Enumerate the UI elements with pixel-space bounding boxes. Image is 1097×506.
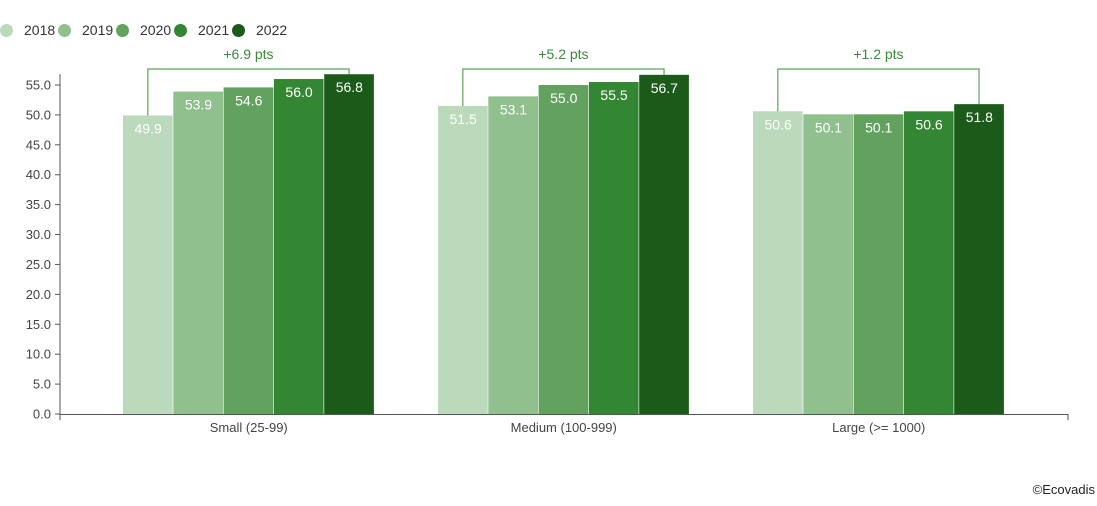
bar-2021 — [588, 82, 639, 414]
bar-data-label: 53.1 — [500, 101, 527, 117]
bar-2020 — [853, 114, 904, 414]
bar-data-label: 56.0 — [285, 84, 312, 100]
bar-2020 — [538, 85, 589, 414]
bar-data-label: 55.5 — [600, 87, 627, 103]
bar-data-label: 56.7 — [651, 80, 678, 96]
legend-item-2022: 2022 — [232, 22, 290, 38]
y-tick-label: 50.0 — [26, 107, 51, 122]
y-tick-label: 30.0 — [26, 227, 51, 242]
y-tick-label: 20.0 — [26, 287, 51, 302]
bar-data-label: 53.9 — [185, 97, 212, 113]
legend-label: 2019 — [82, 22, 114, 38]
copyright-credit: ©Ecovadis — [1032, 482, 1095, 497]
y-tick-label: 25.0 — [26, 257, 51, 272]
change-bracket — [147, 68, 350, 116]
bar-data-label: 56.8 — [336, 79, 363, 95]
legend-item-2020: 2020 — [116, 22, 174, 38]
legend-label: 2022 — [256, 22, 288, 38]
legend-swatch-icon — [58, 23, 71, 37]
change-bracket — [777, 68, 980, 112]
y-tick-label: 0.0 — [33, 407, 51, 422]
bar-data-label: 54.6 — [235, 92, 262, 108]
bar-data-label: 50.1 — [815, 119, 842, 135]
change-annotation: +6.9 pts — [223, 46, 273, 62]
x-category-label: Large (>= 1000) — [832, 420, 925, 435]
x-category-label: Small (25-99) — [210, 420, 288, 435]
bar-data-label: 50.6 — [915, 116, 942, 132]
x-category-label: Medium (100-999) — [511, 420, 617, 435]
bar-data-label: 50.1 — [865, 119, 892, 135]
bar-data-label: 49.9 — [135, 121, 162, 137]
bar-2021 — [903, 111, 954, 414]
change-annotation: +5.2 pts — [538, 46, 588, 62]
y-tick-label: 40.0 — [26, 167, 51, 182]
legend-swatch-icon — [174, 23, 187, 37]
y-tick-label: 10.0 — [26, 347, 51, 362]
bar-2018 — [123, 115, 173, 415]
legend-label: 2021 — [198, 22, 230, 38]
bar-2022 — [639, 74, 689, 415]
bar-2018 — [438, 105, 488, 414]
y-tick-label: 5.0 — [33, 377, 51, 392]
bar-2020 — [223, 87, 274, 414]
legend-swatch-icon — [232, 23, 245, 37]
legend-item-2019: 2019 — [58, 22, 116, 38]
change-annotation: +1.2 pts — [853, 46, 903, 62]
legend-label: 2018 — [24, 22, 56, 38]
bar-2022 — [324, 74, 374, 414]
bar-data-label: 50.6 — [765, 116, 792, 132]
change-bracket — [462, 68, 665, 106]
legend-item-2021: 2021 — [174, 22, 232, 38]
bar-2021 — [273, 79, 324, 414]
bar-data-label: 55.0 — [550, 90, 577, 106]
legend-swatch-icon — [116, 23, 129, 37]
legend-swatch-icon — [0, 23, 13, 37]
bar-2022 — [954, 104, 1004, 414]
legend: 2018 2019 2020 2021 2022 — [0, 20, 290, 40]
y-tick-label: 45.0 — [26, 137, 51, 152]
bar-2019 — [173, 91, 223, 414]
legend-label: 2020 — [140, 22, 172, 38]
bar-2018 — [753, 111, 803, 414]
bar-data-label: 51.5 — [450, 111, 477, 127]
legend-item-2018: 2018 — [0, 22, 58, 38]
bar-2019 — [488, 96, 538, 415]
y-tick-label: 55.0 — [26, 78, 51, 93]
bar-2019 — [803, 114, 853, 414]
y-tick-label: 35.0 — [26, 197, 51, 212]
y-tick-label: 15.0 — [26, 317, 51, 332]
bar-data-label: 51.8 — [966, 109, 993, 125]
